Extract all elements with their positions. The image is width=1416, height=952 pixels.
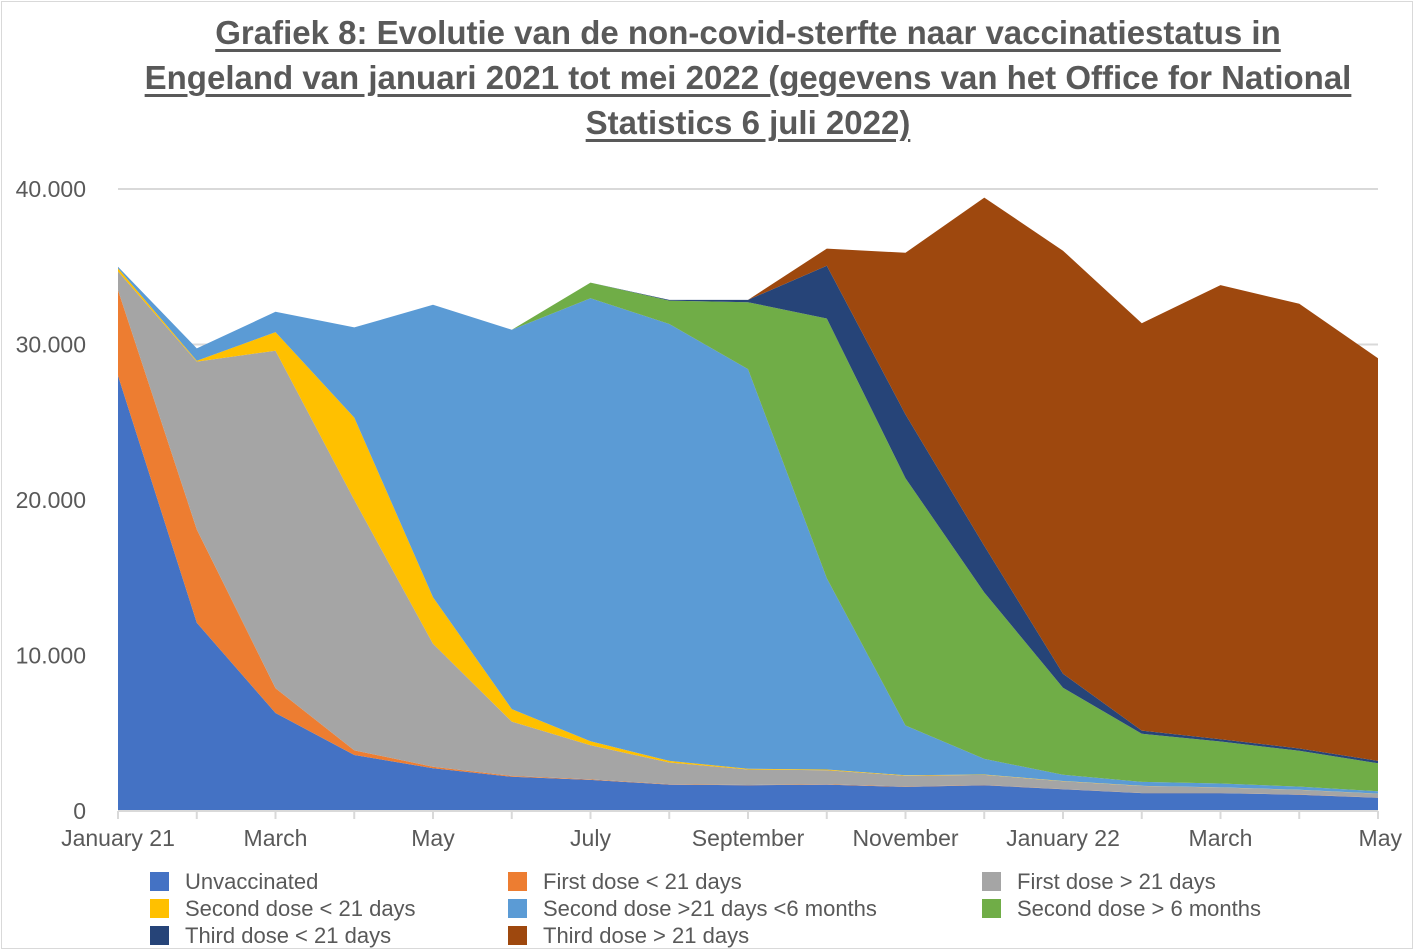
legend-item: First dose < 21 days	[508, 868, 742, 895]
legend-label: Third dose < 21 days	[185, 922, 392, 948]
legend-item: Second dose > 6 months	[982, 895, 1261, 922]
x-tick-label: March	[1189, 825, 1253, 851]
legend-item: Unvaccinated	[150, 868, 318, 895]
legend-item: Third dose > 21 days	[508, 922, 749, 949]
y-tick-label: 0	[73, 798, 86, 824]
series-area-1	[118, 375, 1378, 811]
legend-label: First dose < 21 days	[543, 868, 742, 894]
series-area-3	[118, 271, 1378, 798]
legend-swatch	[982, 872, 1001, 891]
legend-label: First dose > 21 days	[1017, 868, 1216, 894]
legend-item: Second dose >21 days <6 months	[508, 895, 877, 922]
x-tick-label: May	[411, 825, 455, 851]
chart-title: Grafiek 8: Evolutie van de non-covid-ste…	[144, 14, 1352, 141]
legend-swatch	[150, 926, 169, 945]
series-areas	[118, 197, 1378, 811]
legend-swatch	[150, 872, 169, 891]
legend-label: Third dose > 21 days	[543, 922, 750, 948]
legend-label: Second dose >21 days <6 months	[543, 895, 877, 921]
series-area-5	[118, 266, 1378, 794]
legend-swatch	[150, 899, 169, 918]
x-tick-label: January 21	[61, 825, 175, 851]
legend-swatch	[982, 899, 1001, 918]
legend-label: Second dose > 6 months	[1017, 895, 1261, 921]
x-tick-label: May	[1359, 825, 1403, 851]
legend-swatch	[508, 926, 527, 945]
x-tick-label: March	[244, 825, 308, 851]
axes	[117, 810, 1379, 819]
x-tick-label: July	[570, 825, 611, 851]
y-tick-label: 40.000	[16, 176, 86, 202]
x-tick-label: September	[692, 825, 805, 851]
y-tick-label: 20.000	[16, 487, 86, 513]
y-tick-label: 30.000	[16, 332, 86, 358]
y-tick-label: 10.000	[16, 643, 86, 669]
series-area-8	[118, 197, 1378, 761]
legend-label: Unvaccinated	[185, 868, 319, 894]
legend-item: Second dose < 21 days	[150, 895, 416, 922]
legend-label: Second dose < 21 days	[185, 895, 416, 921]
x-tick-label: November	[852, 825, 958, 851]
legend-swatch	[508, 899, 527, 918]
x-tick-label: January 22	[1006, 825, 1120, 851]
legend: Unvaccinated First dose < 21 days First do…	[150, 868, 1390, 950]
legend-item: First dose > 21 days	[982, 868, 1216, 895]
legend-item: Third dose < 21 days	[150, 922, 391, 949]
legend-swatch	[508, 872, 527, 891]
y-axis-ticks: 0 10.000 20.000 30.000 40.000	[16, 176, 86, 824]
x-axis-ticks: January 21 March May July September November J…	[61, 825, 1402, 851]
